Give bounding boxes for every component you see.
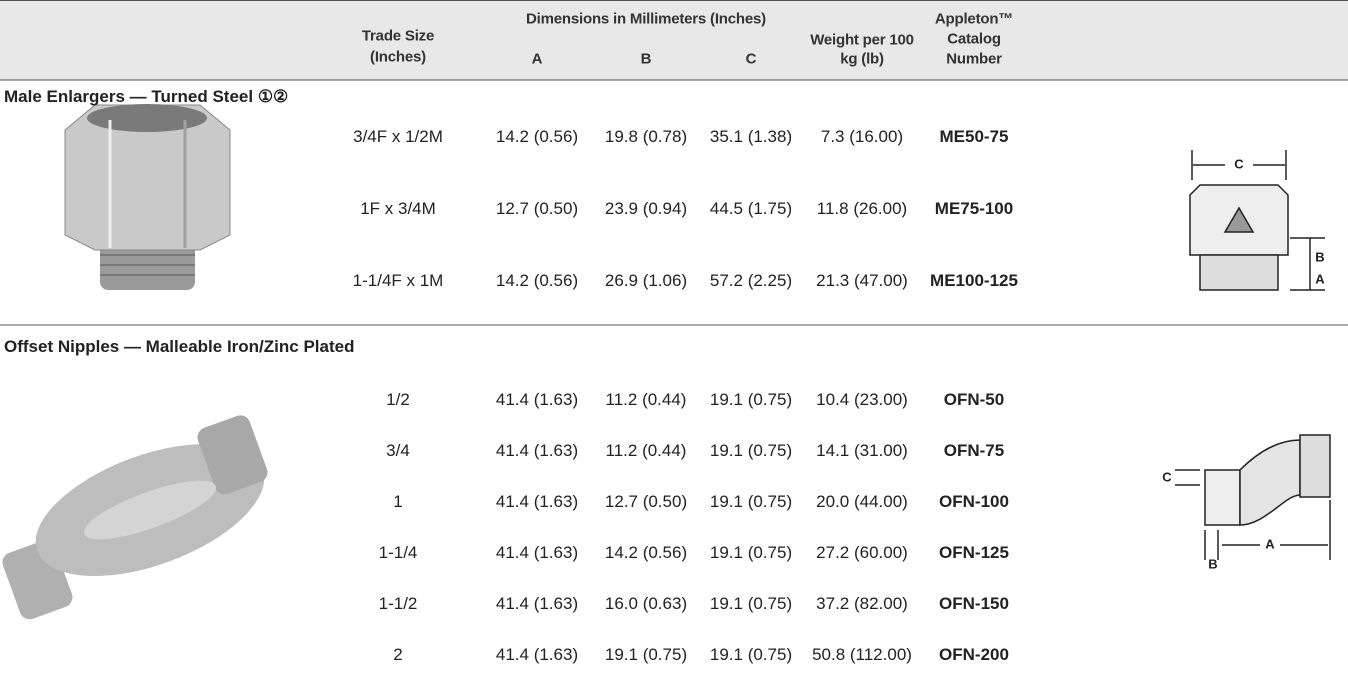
table-cell: 7.3 (16.00) (820, 127, 904, 146)
table-cell: 41.4 (1.63) (495, 543, 579, 562)
table-cell: 19.1 (0.75) (709, 543, 793, 562)
catalog-number: OFN-200 (939, 645, 1009, 664)
header-cell: Number (946, 50, 1002, 68)
table-cell: 41.4 (1.63) (495, 492, 579, 511)
catalog-number: OFN-125 (939, 543, 1009, 562)
nipple-photo (2, 415, 268, 620)
table-cell: 16.0 (0.63) (604, 594, 688, 613)
header-cell: Weight per 100 (810, 31, 914, 49)
table-cell: 12.7 (0.50) (495, 199, 579, 218)
table-cell: 1 (393, 492, 403, 511)
header-cell: Trade Size (361, 27, 435, 45)
header-cell: A (531, 50, 543, 68)
table-cell: 19.8 (0.78) (604, 127, 688, 146)
header-band (0, 0, 1348, 80)
table-cell: 1F x 3/4M (360, 199, 436, 218)
table-cell: 19.1 (0.75) (709, 594, 793, 613)
table-cell: 12.7 (0.50) (604, 492, 688, 511)
table-cell: 41.4 (1.63) (495, 390, 579, 409)
table-cell: 1-1/2 (378, 594, 418, 613)
section-title: Male Enlargers — Turned Steel ①② (4, 87, 289, 106)
diagram-label: C (1162, 469, 1172, 484)
catalog-number: OFN-75 (943, 441, 1005, 460)
table-cell: 41.4 (1.63) (495, 645, 579, 664)
table-cell: 19.1 (0.75) (709, 492, 793, 511)
table-cell: 14.2 (0.56) (495, 271, 579, 290)
table-cell: 23.9 (0.94) (604, 199, 688, 218)
table-cell: 26.9 (1.06) (604, 271, 688, 290)
table-cell: 3/4 (386, 441, 410, 460)
table-cell: 27.2 (60.00) (816, 543, 908, 562)
catalog-number: OFN-50 (943, 390, 1005, 409)
table-cell: 1-1/4F x 1M (352, 271, 444, 290)
diagram-label: A (1265, 536, 1275, 551)
table-cell: 20.0 (44.00) (816, 492, 908, 511)
header-cell: Catalog (947, 30, 1001, 48)
table-cell: 19.1 (0.75) (709, 441, 793, 460)
diagram-label: B (1208, 556, 1217, 571)
table-cell: 2 (393, 645, 403, 664)
table-cell: 19.1 (0.75) (709, 390, 793, 409)
table-cell: 1-1/4 (378, 543, 418, 562)
diagram-label: C (1234, 156, 1244, 171)
table-cell: 50.8 (112.00) (812, 645, 912, 664)
table-cell: 57.2 (2.25) (709, 271, 793, 290)
diagram-label: B (1315, 249, 1324, 264)
table-cell: 11.2 (0.44) (605, 390, 687, 409)
table-cell: 35.1 (1.38) (709, 127, 793, 146)
table-cell: 19.1 (0.75) (709, 645, 793, 664)
header-cell: kg (lb) (840, 50, 884, 68)
table-cell: 11.8 (26.00) (816, 199, 908, 218)
enlarger-diagram (1189, 150, 1325, 291)
catalog-number: OFN-150 (939, 594, 1009, 613)
table-cell: 1/2 (386, 390, 410, 409)
table-cell: 14.2 (0.56) (495, 127, 579, 146)
header-cell: C (745, 50, 757, 68)
table-cell: 10.4 (23.00) (816, 390, 908, 409)
table-cell: 14.2 (0.56) (604, 543, 688, 562)
table-cell: 41.4 (1.63) (495, 441, 579, 460)
enlarger-photo (64, 104, 231, 290)
catalog-number: OFN-100 (939, 492, 1009, 511)
catalog-number: ME100-125 (930, 271, 1018, 290)
table-cell: 11.2 (0.44) (605, 441, 687, 460)
catalog-number: ME75-100 (934, 199, 1014, 218)
table-cell: 44.5 (1.75) (709, 199, 793, 218)
header-cell: Dimensions in Millimeters (Inches) (526, 10, 766, 28)
table-cell: 14.1 (31.00) (816, 441, 908, 460)
catalog-number: ME50-75 (939, 127, 1009, 146)
nipple-diagram (1175, 434, 1331, 560)
table-cell: 19.1 (0.75) (604, 645, 688, 664)
section-title: Offset Nipples — Malleable Iron/Zinc Pla… (4, 337, 355, 356)
table-cell: 41.4 (1.63) (495, 594, 579, 613)
header-cell: B (640, 50, 652, 68)
diagram-label: A (1315, 271, 1325, 286)
header-cell: Appleton™ (934, 10, 1014, 28)
table-cell: 3/4F x 1/2M (353, 127, 443, 146)
header-cell: (Inches) (370, 48, 426, 66)
table-cell: 37.2 (82.00) (816, 594, 908, 613)
table-cell: 21.3 (47.00) (816, 271, 908, 290)
